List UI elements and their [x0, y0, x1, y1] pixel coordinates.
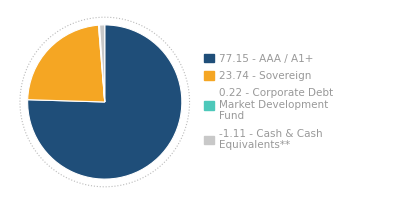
Legend: 77.15 - AAA / A1+, 23.74 - Sovereign, 0.22 - Corporate Debt
Market Development
F: 77.15 - AAA / A1+, 23.74 - Sovereign, 0.…: [204, 54, 333, 150]
Wedge shape: [99, 25, 105, 102]
Wedge shape: [28, 25, 105, 102]
Wedge shape: [98, 25, 105, 102]
Wedge shape: [28, 25, 182, 179]
